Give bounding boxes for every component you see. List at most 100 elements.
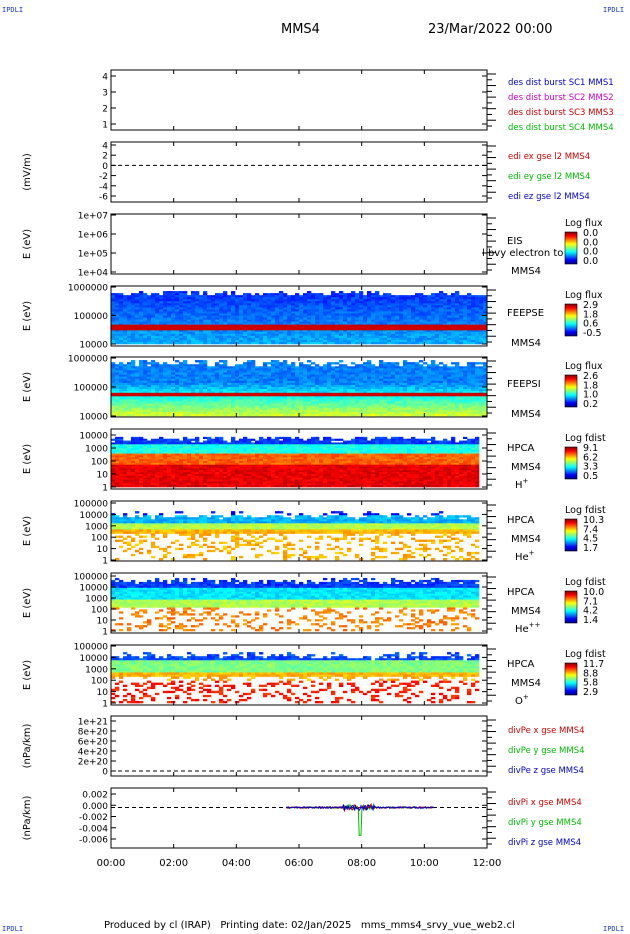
heatmap-cell	[423, 329, 428, 333]
heatmap-cell	[299, 315, 304, 318]
heatmap-cell	[331, 297, 336, 300]
heatmap-cell	[359, 409, 364, 413]
heatmap-cell	[419, 403, 424, 406]
heatmap-cell	[271, 376, 276, 380]
heatmap-cell	[451, 307, 456, 310]
heatmap-cell	[371, 391, 376, 394]
heatmap-cell	[151, 399, 156, 402]
heatmap-cell	[247, 305, 252, 308]
heatmap-cell	[143, 395, 148, 398]
heatmap-cell	[147, 299, 152, 302]
heatmap-cell	[243, 405, 248, 409]
heatmap-cell	[267, 382, 272, 386]
heatmap-cell	[239, 311, 244, 314]
heatmap-cell	[263, 309, 268, 312]
heatmap-cell	[271, 407, 276, 411]
heatmap-cell	[311, 319, 316, 322]
heatmap-cell	[287, 391, 292, 394]
heatmap-cell	[291, 297, 296, 300]
heatmap-cell	[367, 305, 372, 308]
heatmap-cell	[387, 329, 392, 333]
heatmap-cell	[227, 403, 232, 406]
heatmap-cell	[183, 293, 188, 296]
heatmap-cell	[483, 317, 488, 320]
colorbar-tick-label: -0.5	[583, 328, 602, 339]
heatmap-cell	[175, 409, 180, 413]
heatmap-cell	[171, 372, 176, 375]
heatmap-cell	[467, 382, 472, 386]
heatmap-cell	[447, 341, 452, 345]
heatmap-cell	[459, 339, 464, 343]
heatmap-cell	[359, 337, 364, 341]
heatmap-cell	[163, 301, 168, 304]
heatmap-cell	[303, 303, 308, 306]
heatmap-cell	[131, 311, 136, 314]
heatmap-cell	[243, 387, 248, 390]
heatmap-cell	[179, 389, 184, 392]
heatmap-cell	[295, 337, 300, 341]
heatmap-cell	[363, 391, 368, 394]
heatmap-cell	[327, 301, 332, 304]
heatmap-cell	[115, 411, 120, 415]
heatmap-cell	[235, 319, 240, 322]
heatmap-cell	[247, 333, 252, 337]
heatmap-cell	[183, 339, 188, 343]
heatmap-cell	[311, 295, 316, 298]
heatmap-cell	[207, 307, 212, 310]
heatmap-cell	[379, 362, 384, 365]
heatmap-cell	[263, 339, 268, 343]
heatmap-cell	[475, 303, 480, 306]
heatmap-cell	[275, 364, 280, 367]
heatmap-cell	[347, 382, 352, 386]
heatmap-cell	[187, 378, 192, 382]
heatmap-cell	[379, 378, 384, 382]
heatmap-cell	[127, 413, 132, 417]
heatmap-cell	[191, 313, 196, 316]
heatmap-cell	[383, 413, 388, 417]
heatmap-cell	[119, 374, 124, 377]
heatmap-cell	[191, 397, 196, 400]
heatmap-cell	[463, 409, 468, 413]
heatmap-cell	[223, 376, 228, 380]
heatmap-cell	[279, 384, 284, 388]
heatmap-cell	[267, 413, 272, 417]
heatmap-cell	[171, 370, 176, 373]
heatmap-cell	[323, 301, 328, 304]
heatmap-cell	[287, 380, 292, 384]
heatmap-cell	[379, 315, 384, 318]
heatmap-cell	[327, 303, 332, 306]
heatmap-cell	[143, 301, 148, 304]
heatmap-cell	[455, 391, 460, 394]
heatmap-cell	[127, 364, 132, 367]
heatmap-cell	[123, 409, 128, 413]
heatmap-cell	[475, 297, 480, 300]
heatmap-cell	[459, 307, 464, 310]
heatmap-cell	[387, 409, 392, 413]
heatmap-cell	[275, 380, 280, 384]
heatmap-cell	[451, 366, 456, 369]
heatmap-cell	[411, 317, 416, 320]
heatmap-cell	[175, 311, 180, 314]
heatmap-cell	[283, 293, 288, 296]
heatmap-cell	[123, 391, 128, 394]
heatmap-cell	[167, 315, 172, 318]
heatmap-cell	[331, 329, 336, 333]
heatmap-cell	[371, 333, 376, 337]
heatmap-cell	[455, 291, 460, 294]
heatmap-cell	[111, 470, 116, 473]
heatmap-cell	[411, 311, 416, 314]
heatmap-cell	[215, 295, 220, 298]
heatmap-cell	[343, 331, 348, 335]
heatmap-cell	[255, 409, 260, 413]
heatmap-cell	[219, 364, 224, 367]
heatmap-cell	[263, 331, 268, 335]
heatmap-cell	[155, 409, 160, 413]
heatmap-cell	[155, 403, 160, 406]
heatmap-cell	[231, 291, 236, 294]
heatmap-cell	[211, 309, 216, 312]
heatmap-cell	[311, 389, 316, 392]
heatmap-cell	[367, 309, 372, 312]
heatmap-cell	[135, 382, 140, 386]
heatmap-cell	[283, 368, 288, 371]
heatmap-cell	[215, 333, 220, 337]
